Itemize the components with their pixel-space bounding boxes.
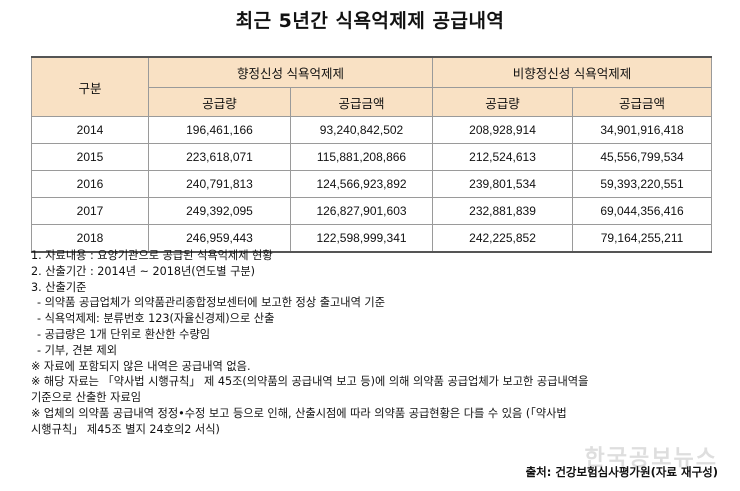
cell-psy-qty: 223,618,071 <box>148 143 291 171</box>
header-non-qty: 공급량 <box>432 87 574 117</box>
cell-psy-amount: 124,566,923,892 <box>289 170 434 198</box>
cell-year: 2016 <box>31 170 149 198</box>
header-row-sub: 공급량 공급금액 공급량 공급금액 <box>32 87 713 117</box>
table-row: 2017 249,392,095 126,827,901,603 232,881… <box>31 197 713 225</box>
table-row: 2016 240,791,813 124,566,923,892 239,801… <box>31 170 713 198</box>
note-line: - 공급량은 1개 단위로 환산한 수량임 <box>37 327 211 341</box>
note-line: 시행규칙」 제45조 별지 24호의2 서식) <box>31 422 220 436</box>
header-row-groups: 구분 향정신성 식욕억제제 비향정신성 식욕억제제 <box>31 56 713 117</box>
cell-psy-amount: 126,827,901,603 <box>289 197 434 225</box>
cell-non-amount: 34,901,916,418 <box>572 116 713 144</box>
cell-non-amount: 59,393,220,551 <box>572 170 713 198</box>
cell-psy-amount: 93,240,842,502 <box>289 116 434 144</box>
note-line: 1. 자료내용 : 요양기관으로 공급된 식욕억제제 현황 <box>31 249 273 262</box>
cell-psy-amount: 115,881,208,866 <box>289 143 434 171</box>
note-line: ※ 해당 자료는 「약사법 시행규칙」 제 45조(의약품의 공급내역 보고 등… <box>31 375 589 389</box>
cell-non-qty: 212,524,613 <box>432 143 574 171</box>
page-title: 최근 5년간 식욕억제제 공급내역 <box>235 10 505 32</box>
cell-non-qty: 242,225,852 <box>432 224 574 253</box>
cell-non-qty: 239,801,534 <box>432 170 574 198</box>
footnotes: 1. 자료내용 : 요양기관으로 공급된 식욕억제제 현황 2. 산출기간 : … <box>31 248 721 438</box>
cell-non-amount: 45,556,799,534 <box>572 143 713 171</box>
header-non-amount: 공급금액 <box>572 87 713 117</box>
cell-psy-qty: 196,461,166 <box>148 116 291 144</box>
note-line: 3. 산출기준 <box>31 280 87 294</box>
note-line: - 식욕억제제: 분류번호 123(자율신경제)으로 산출 <box>37 312 275 326</box>
header-non-psychotropic: 비향정신성 식욕억제제 <box>432 56 713 88</box>
cell-year: 2015 <box>31 143 149 171</box>
note-line: - 기부, 견본 제외 <box>37 343 118 357</box>
cell-psy-qty: 246,959,443 <box>148 224 291 253</box>
cell-non-amount: 69,044,356,416 <box>572 197 713 225</box>
table-row: 2015 223,618,071 115,881,208,866 212,524… <box>31 143 713 171</box>
header-gubun: 구분 <box>31 56 149 117</box>
note-line: 2. 산출기간 : 2014년 ~ 2018년(연도별 구분) <box>31 264 256 278</box>
note-line: ※ 자료에 포함되지 않은 내역은 공급내역 없음. <box>31 359 251 373</box>
note-line: 기준으로 산출한 자료임 <box>31 391 142 405</box>
supply-table: 구분 향정신성 식욕억제제 비향정신성 식욕억제제 공급량 공급금액 공급량 공… <box>31 56 713 253</box>
header-psy-qty: 공급량 <box>148 87 291 117</box>
cell-psy-qty: 240,791,813 <box>148 170 291 198</box>
cell-psy-qty: 249,392,095 <box>148 197 291 225</box>
note-line: ※ 업체의 의약품 공급내역 정정•수정 보고 등으로 인해, 산출시점에 따라… <box>31 406 567 420</box>
cell-year: 2017 <box>31 197 149 225</box>
cell-psy-amount: 122,598,999,341 <box>289 224 434 253</box>
header-psychotropic: 향정신성 식욕억제제 <box>147 56 434 88</box>
cell-non-qty: 208,928,914 <box>432 116 574 144</box>
cell-non-qty: 232,881,839 <box>432 197 574 225</box>
table-row: 2018 246,959,443 122,598,999,341 242,225… <box>31 224 713 253</box>
cell-year: 2014 <box>31 116 149 144</box>
cell-year: 2018 <box>31 224 149 253</box>
table-row: 2014 196,461,166 93,240,842,502 208,928,… <box>31 116 713 144</box>
source-credit: 출처: 건강보험심사평가원(자료 재구성) <box>525 465 718 479</box>
note-line: - 의약품 공급업체가 의약품관리종합정보센터에 보고한 정상 출고내역 기준 <box>37 296 385 310</box>
header-psy-amount: 공급금액 <box>289 87 434 117</box>
cell-non-amount: 79,164,255,211 <box>572 224 713 253</box>
